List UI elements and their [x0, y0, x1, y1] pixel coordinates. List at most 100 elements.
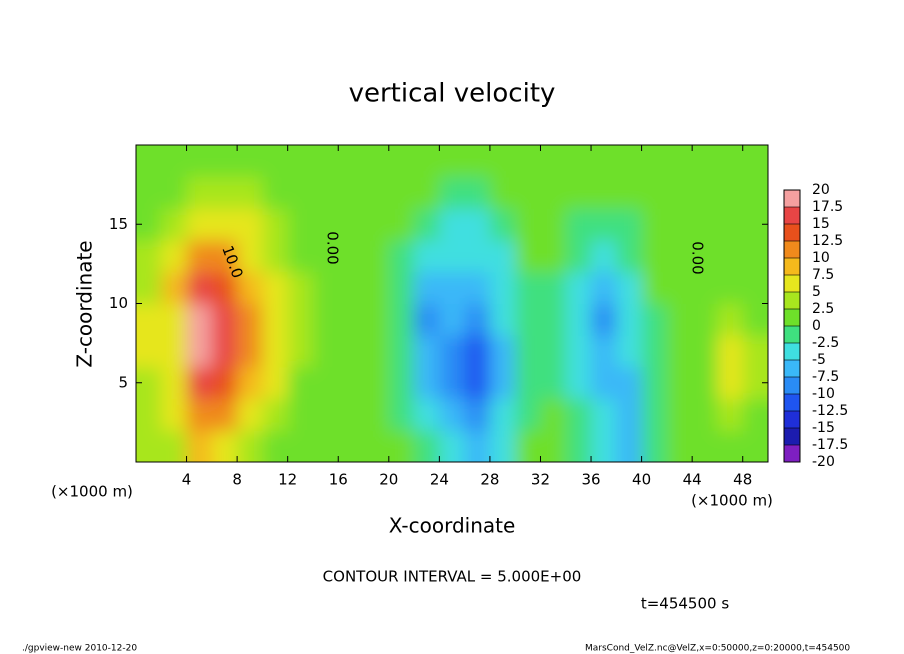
cell — [161, 398, 188, 431]
cell — [515, 145, 541, 178]
colorbar-swatch — [784, 360, 800, 377]
cell — [338, 145, 365, 178]
colorbar-swatch — [784, 326, 800, 343]
cell — [641, 145, 668, 178]
cell — [616, 335, 643, 368]
cell — [414, 430, 440, 462]
cell — [464, 430, 491, 462]
chart-title: vertical velocity — [349, 79, 556, 109]
cell — [717, 145, 744, 178]
cell — [515, 430, 541, 462]
cell — [388, 430, 415, 462]
colorbar-swatch — [784, 343, 800, 360]
x-tick-label: 20 — [379, 471, 398, 489]
cell — [439, 145, 466, 178]
cell — [666, 398, 693, 431]
cell — [515, 303, 541, 336]
cell — [742, 271, 768, 304]
colorbar-swatch — [784, 207, 800, 224]
cell — [641, 208, 668, 241]
cell — [717, 208, 744, 241]
x-tick-label: 8 — [232, 471, 242, 489]
cell — [338, 240, 365, 273]
cell — [414, 335, 440, 368]
cell — [414, 240, 440, 273]
cell — [161, 303, 188, 336]
cell — [237, 335, 263, 368]
cell — [136, 303, 162, 336]
cell — [338, 303, 365, 336]
cell — [211, 335, 238, 368]
cell — [262, 398, 289, 431]
cell — [287, 271, 314, 304]
cell — [591, 366, 617, 400]
cell — [363, 176, 390, 209]
cell — [312, 398, 339, 431]
cell — [136, 240, 162, 273]
cell — [287, 240, 314, 273]
x-tick-label: 36 — [581, 471, 600, 489]
cell — [717, 335, 744, 368]
cell — [464, 176, 491, 209]
cell — [262, 366, 289, 400]
cell — [262, 430, 289, 462]
cell — [388, 303, 415, 336]
cell — [186, 145, 213, 178]
cell — [211, 240, 238, 273]
cell — [363, 208, 390, 241]
cell — [312, 176, 339, 209]
cell — [439, 240, 466, 273]
colorbar-label: 15 — [812, 216, 830, 232]
cell — [338, 176, 365, 209]
colorbar-swatch — [784, 445, 800, 462]
cell — [237, 366, 263, 400]
cell — [363, 335, 390, 368]
cell — [312, 335, 339, 368]
cell — [237, 176, 263, 209]
cell — [489, 430, 516, 462]
cell — [136, 176, 162, 209]
cell — [464, 398, 491, 431]
cell — [666, 208, 693, 241]
cell — [211, 366, 238, 400]
cell — [312, 430, 339, 462]
cell — [641, 335, 668, 368]
cell — [237, 145, 263, 178]
cell — [186, 398, 213, 431]
cell — [692, 366, 718, 400]
cell — [515, 366, 541, 400]
contour-interval: CONTOUR INTERVAL = 5.000E+00 — [323, 568, 582, 586]
cell — [363, 303, 390, 336]
cell — [565, 145, 592, 178]
footer-left: ./gpview-new 2010-12-20 — [22, 644, 137, 654]
cell — [591, 176, 617, 209]
cell — [692, 176, 718, 209]
cell — [287, 208, 314, 241]
cell — [742, 176, 768, 209]
cell — [287, 176, 314, 209]
cell — [237, 271, 263, 304]
cell — [717, 398, 744, 431]
cell — [186, 430, 213, 462]
cell — [439, 430, 466, 462]
cell — [186, 303, 213, 336]
cell — [591, 271, 617, 304]
cell — [717, 240, 744, 273]
colorbar-label: 17.5 — [812, 199, 843, 215]
cell — [161, 430, 188, 462]
x-unit: (×1000 m) — [691, 492, 773, 510]
cell — [464, 145, 491, 178]
cell — [464, 208, 491, 241]
cell — [186, 240, 213, 273]
cell — [692, 398, 718, 431]
cell — [591, 240, 617, 273]
cell — [616, 303, 643, 336]
cell — [565, 398, 592, 431]
cell — [262, 335, 289, 368]
cell — [237, 303, 263, 336]
colorbar-swatch — [784, 411, 800, 428]
cell — [439, 303, 466, 336]
cell — [489, 240, 516, 273]
cell — [591, 398, 617, 431]
cell — [616, 176, 643, 209]
